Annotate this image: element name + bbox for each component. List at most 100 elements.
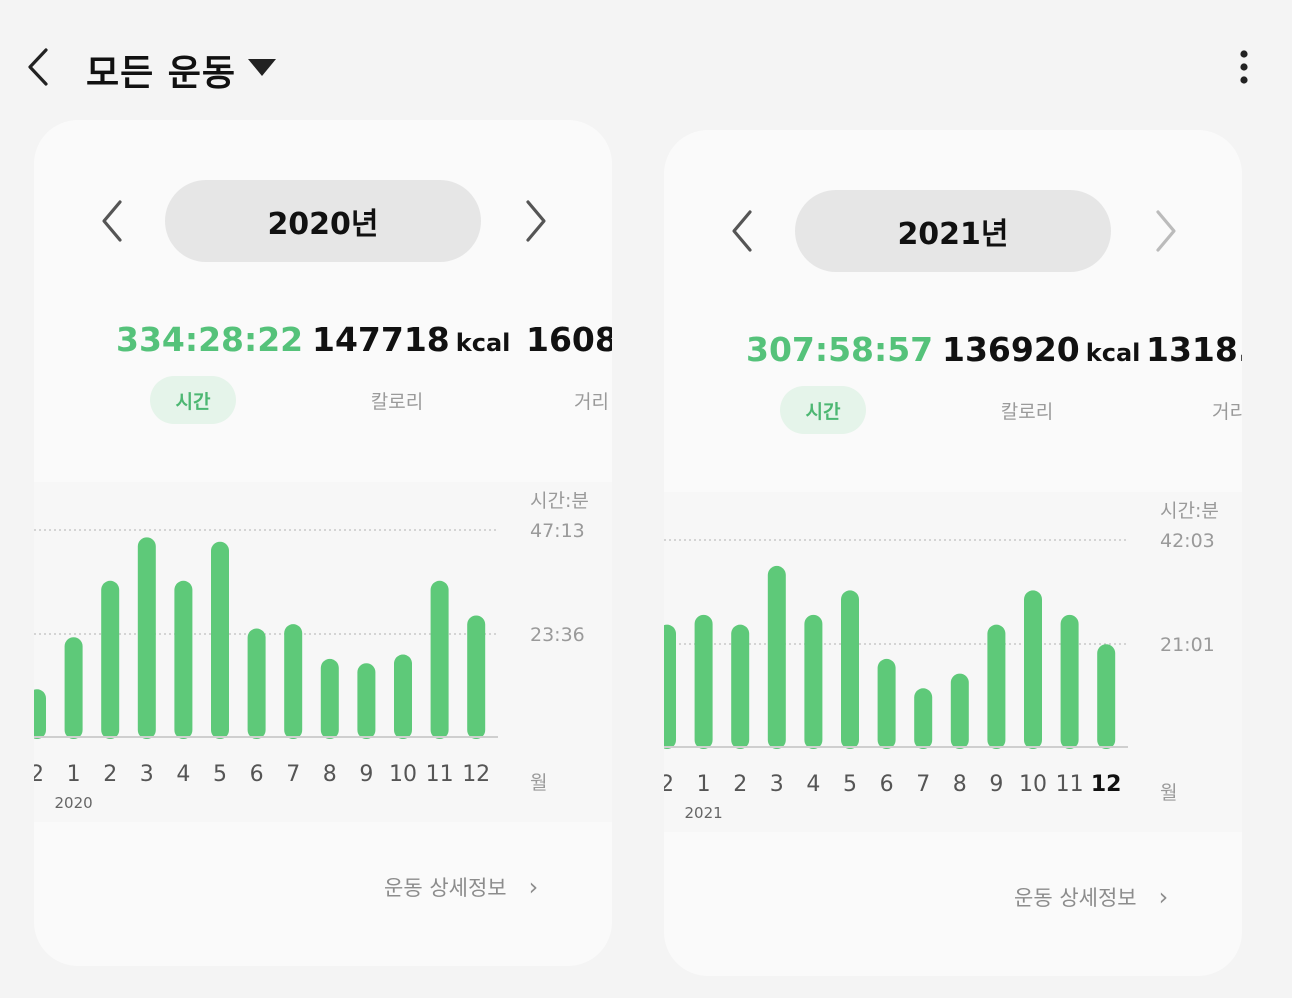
more-options-button[interactable] xyxy=(1228,46,1260,88)
more-vertical-icon xyxy=(1240,50,1248,84)
chart-area xyxy=(34,482,612,822)
workout-details-link[interactable]: 운동 상세정보 › xyxy=(1014,882,1168,912)
bar-11 xyxy=(1060,614,1079,749)
month-label: 3 xyxy=(140,762,154,787)
y-axis-top-label: 47:13 xyxy=(530,520,585,542)
month-label: 4 xyxy=(176,762,190,787)
bar-5 xyxy=(211,541,229,739)
month-label: 5 xyxy=(843,772,857,797)
previous-year-button[interactable] xyxy=(724,206,764,256)
workout-details-link[interactable]: 운동 상세정보 › xyxy=(384,872,538,902)
month-label: 9 xyxy=(989,772,1003,797)
y-axis-top-label: 42:03 xyxy=(1160,530,1215,552)
distance-value: 1318.2 xyxy=(1146,330,1242,369)
bar-10 xyxy=(1024,590,1042,749)
bar-8 xyxy=(950,673,969,749)
bar-11 xyxy=(430,580,449,739)
previous-year-button[interactable] xyxy=(94,196,134,246)
month-label: 11 xyxy=(1056,772,1084,797)
month-label: 8 xyxy=(323,762,337,787)
year-selector[interactable]: 2020년 xyxy=(165,180,481,262)
distance-stat: 1608. xyxy=(526,320,612,359)
month-label: 7 xyxy=(286,762,300,787)
workout-details-label: 운동 상세정보 xyxy=(384,876,507,900)
chevron-left-icon xyxy=(102,200,122,242)
bar-4 xyxy=(174,580,193,739)
x-axis-unit-label: 월 xyxy=(1160,782,1178,804)
bar-6 xyxy=(877,658,896,749)
chart-area xyxy=(664,492,1242,832)
y-axis-unit-label: 시간:분 xyxy=(1160,500,1219,522)
time-value: 307:58:57 xyxy=(746,330,934,369)
year-tick-label: 2020 xyxy=(55,794,93,812)
activity-filter-dropdown[interactable] xyxy=(246,56,278,78)
year-tick-label: 2021 xyxy=(685,804,723,822)
bar-12 xyxy=(467,615,486,739)
bar-9 xyxy=(357,663,376,739)
calories-unit: kcal xyxy=(1085,339,1141,367)
y-axis-unit-label: 시간:분 xyxy=(530,490,589,512)
month-label: 10 xyxy=(389,762,417,787)
month-label: 2 xyxy=(733,772,747,797)
bar-7 xyxy=(284,624,303,739)
bar-4 xyxy=(804,614,823,749)
tab-distance[interactable]: 거리 xyxy=(1212,400,1242,423)
tab-calories[interactable]: 칼로리 xyxy=(1000,400,1054,423)
bar-3 xyxy=(767,565,786,749)
bar-7 xyxy=(914,688,933,749)
next-year-button[interactable] xyxy=(1146,206,1186,256)
month-label: 10 xyxy=(1019,772,1047,797)
year-selector[interactable]: 2021년 xyxy=(795,190,1111,272)
bar-2 xyxy=(664,624,676,749)
bar-6 xyxy=(247,628,266,739)
bar-3 xyxy=(137,537,156,739)
time-stat: 307:58:57 xyxy=(746,330,933,369)
back-button[interactable] xyxy=(20,44,60,90)
month-label: 12 xyxy=(462,762,490,787)
x-axis-unit-label: 월 xyxy=(530,772,548,794)
chevron-right-icon xyxy=(1156,210,1176,252)
calories-value: 147718 xyxy=(312,320,450,359)
bar-8 xyxy=(320,658,339,739)
tab-distance[interactable]: 거리 xyxy=(574,390,609,413)
chevron-right-icon xyxy=(526,200,546,242)
distance-stat: 1318.2 xyxy=(1146,330,1242,369)
bar-9 xyxy=(987,624,1006,749)
month-label: 2 xyxy=(103,762,117,787)
month-label: 7 xyxy=(916,772,930,797)
month-label: 1 xyxy=(67,762,81,787)
month-label: 5 xyxy=(213,762,227,787)
tab-time[interactable]: 시간 xyxy=(150,376,236,424)
workout-details-label: 운동 상세정보 xyxy=(1014,886,1137,910)
month-label: 2 xyxy=(664,772,674,797)
month-label: 1 xyxy=(697,772,711,797)
bar-12 xyxy=(1097,644,1116,749)
time-stat: 334:28:22 xyxy=(116,320,303,359)
page-title: 모든 운동 xyxy=(86,53,237,94)
bar-5 xyxy=(841,590,859,749)
tab-calories[interactable]: 칼로리 xyxy=(370,390,424,413)
y-axis-mid-label: 23:36 xyxy=(530,624,585,646)
calories-stat: 136920 kcal xyxy=(942,330,1140,369)
next-year-button[interactable] xyxy=(516,196,556,246)
bar-2 xyxy=(34,689,46,739)
distance-value: 1608. xyxy=(526,320,612,359)
month-label: 11 xyxy=(426,762,454,787)
app-bar: 모든 운동 xyxy=(0,0,1292,130)
bar-1 xyxy=(694,614,713,749)
chevron-right-icon: › xyxy=(1158,883,1169,911)
month-label: 6 xyxy=(880,772,894,797)
chevron-left-icon xyxy=(732,210,752,252)
calories-value: 136920 xyxy=(942,330,1080,369)
tab-time[interactable]: 시간 xyxy=(780,386,866,434)
month-label: 3 xyxy=(770,772,784,797)
calories-stat: 147718 kcal xyxy=(312,320,510,359)
bar-2 xyxy=(731,624,750,749)
month-label: 4 xyxy=(806,772,820,797)
bar-1 xyxy=(64,637,83,739)
chevron-left-icon xyxy=(28,48,48,86)
